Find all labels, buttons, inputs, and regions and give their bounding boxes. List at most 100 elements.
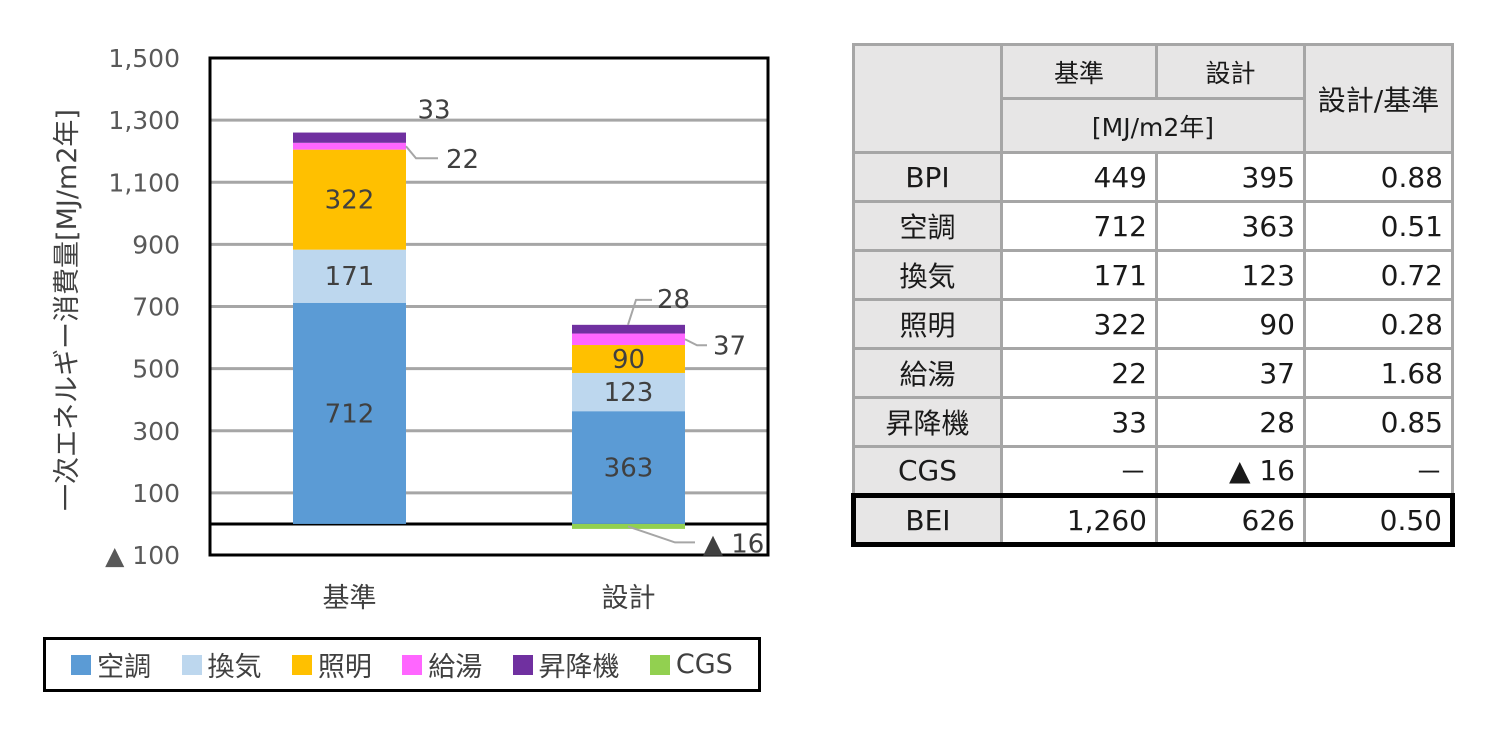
table-row: BEI 1,260 626 0.50 [851,493,1455,547]
row-label-cell: 換気 [852,249,1003,301]
design-value-cell: 90 [1155,298,1306,350]
base-value-cell: 322 [1000,298,1158,350]
bar-segment [572,372,685,412]
row-label-cell: 昇降機 [852,396,1003,448]
legend-item: 照明 [291,645,372,684]
legend-item: 換気 [181,645,262,684]
base-value-cell: 22 [1000,347,1158,399]
y-tick-label: 1,300 [108,106,180,135]
table-corner-cell [852,43,1003,154]
ratio-value-cell: 0.50 [1303,493,1455,547]
legend-label: 換気 [207,652,262,683]
design-value-cell: 123 [1155,249,1306,301]
legend-swatch [649,654,670,675]
data-label: 33 [418,96,451,126]
header-base: 基準 [1000,43,1158,100]
header-unit: [MJ/m2年] [1000,98,1306,154]
legend-item: 空調 [71,645,151,684]
row-label-cell: 照明 [852,298,1003,350]
row-label-cell: CGS [852,445,1003,497]
table-row: 昇降機 33 28 0.85 [852,396,1454,448]
data-label: 123 [604,378,654,408]
row-label-cell: BEI [851,493,1003,547]
base-value-cell: 1,260 [1000,493,1158,547]
table-row: 照明 322 90 0.28 [852,298,1454,350]
base-value-cell: 33 [1000,396,1158,448]
y-tick-label: 700 [132,293,180,322]
legend-swatch [291,654,312,675]
bar-segment [572,345,685,373]
y-tick-label: 900 [132,230,180,259]
row-label-cell: 給湯 [852,347,1003,399]
y-tick-label: 1,100 [108,168,180,197]
data-label: 363 [604,454,654,484]
y-tick-label: 300 [132,417,180,446]
ratio-value-cell: 0.28 [1303,298,1454,350]
data-label: 712 [325,399,375,429]
row-label-cell: BPI [852,151,1003,203]
legend-label: 照明 [317,652,372,683]
data-label: ▲ 16 [703,529,764,559]
ratio-value-cell: 0.51 [1303,200,1454,252]
bar-segment [293,149,406,250]
y-tick-label: 1,500 [108,44,180,73]
design-value-cell: 363 [1155,200,1306,252]
y-axis-label: 一次エネルギー消費量[MJ/m2年] [52,109,83,511]
plot-border [208,56,770,557]
legend-swatch [402,654,423,675]
legend-label: 空調 [97,652,152,683]
header-ratio: 設計/基準 [1303,43,1454,154]
design-value-cell: 395 [1155,151,1306,203]
data-label: 171 [325,262,375,292]
summary-table: 基準 設計 設計/基準 [MJ/m2年] BPI 449 395 0.88 空調 712 3… [851,43,1455,547]
legend-swatch [181,654,202,675]
bar-segment [572,333,685,346]
leader-line [627,298,652,326]
leader-line [684,338,707,347]
chart-legend: 空調 換気 照明 給湯 昇降機 CGS [43,637,761,692]
leader-line [627,525,695,544]
base-value-cell: － [1000,445,1158,497]
row-label-cell: 空調 [852,200,1003,252]
y-tick-label: 500 [132,355,180,384]
ratio-value-cell: 0.85 [1303,396,1454,448]
data-label: 22 [446,145,479,175]
x-category-label: 基準 [323,583,377,614]
base-value-cell: 449 [1000,151,1158,203]
legend-label: CGS [675,649,733,680]
table-row: 換気 171 123 0.72 [852,249,1454,301]
x-axis-categories: 基準 設計 [323,583,656,614]
data-label: 322 [325,186,375,216]
legend-item: CGS [649,649,733,680]
bar-segment [293,142,406,150]
design-value-cell: 626 [1155,493,1306,547]
bar-segment [293,249,406,303]
bar-segment [293,302,406,524]
design-value-cell: 37 [1155,347,1306,399]
legend-label: 給湯 [428,652,483,683]
table-row: 空調 712 363 0.51 [852,200,1454,252]
legend-label: 昇降機 [538,652,620,683]
data-label: 90 [612,345,645,375]
data-label: 28 [657,285,690,315]
bar-marks [293,132,685,529]
y-axis-ticks: ▲ 100 100 300 500 700 900 1,100 1,300 1,500 [105,44,180,570]
y-tick-label: 100 [132,479,180,508]
table-row: 給湯 22 37 1.68 [852,347,1454,399]
x-category-label: 設計 [602,583,656,614]
base-value-cell: 712 [1000,200,1158,252]
y-tick-label: ▲ 100 [105,541,180,570]
legend-swatch [71,654,92,675]
data-label: 37 [713,331,746,361]
bar-segment [572,411,685,524]
bar-segment [293,132,406,143]
table-row: CGS － ▲ 16 － [852,445,1454,497]
bar-segment [572,324,685,334]
design-value-cell: ▲ 16 [1155,445,1306,497]
ratio-value-cell: 0.88 [1303,151,1454,203]
header-design: 設計 [1155,43,1306,100]
leader-line [405,145,438,160]
legend-item: 昇降機 [512,645,620,684]
